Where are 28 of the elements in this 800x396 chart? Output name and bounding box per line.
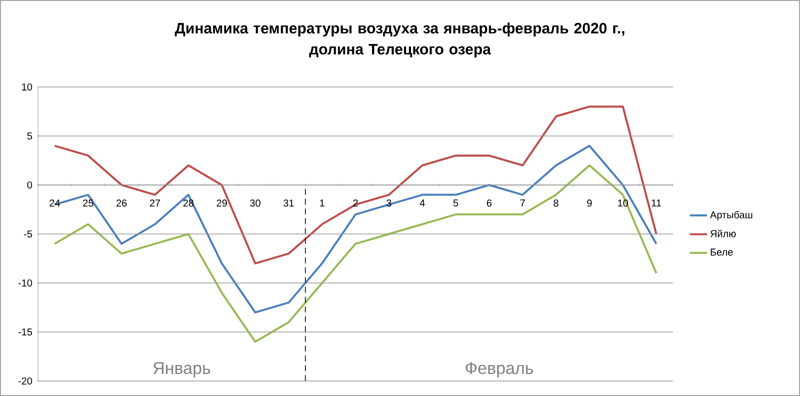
y-tick-label: -10 — [18, 279, 32, 287]
x-tick-label: 4 — [420, 200, 425, 206]
x-tick-label: 7 — [520, 200, 525, 206]
legend-label: Артыбаш — [710, 210, 752, 220]
y-tick-label: 5 — [27, 132, 32, 140]
x-tick-label: 6 — [486, 200, 492, 207]
y-tick-label: 0 — [27, 181, 32, 189]
legend-label: Яйлю — [710, 230, 736, 238]
legend-label: Беле — [710, 248, 733, 256]
x-tick-label: 9 — [587, 200, 592, 207]
x-tick-label: 5 — [453, 200, 458, 207]
chart-title: Динамика температуры воздуха за январь-февраль 2020 г., долина Телецкого озера — [174, 22, 624, 58]
x-tick-label: 30 — [250, 200, 260, 207]
x-tick-label: 1 — [320, 200, 324, 206]
annotation: Январь — [153, 362, 210, 378]
x-tick-label: 8 — [554, 200, 558, 207]
x-tick-label: 11 — [652, 200, 662, 206]
y-tick-label: -15 — [18, 328, 32, 336]
x-tick-label: 27 — [150, 200, 160, 207]
y-tick-label: 10 — [22, 83, 32, 91]
x-tick-label: 26 — [116, 200, 127, 207]
x-tick-label: 29 — [216, 200, 227, 207]
annotation: Февраль — [466, 362, 534, 378]
x-tick-label: 24 — [50, 200, 60, 207]
x-tick-label: 25 — [83, 200, 94, 207]
x-tick-label: 31 — [283, 200, 294, 207]
y-tick-label: -5 — [24, 230, 32, 238]
y-tick-label: -20 — [18, 377, 32, 385]
